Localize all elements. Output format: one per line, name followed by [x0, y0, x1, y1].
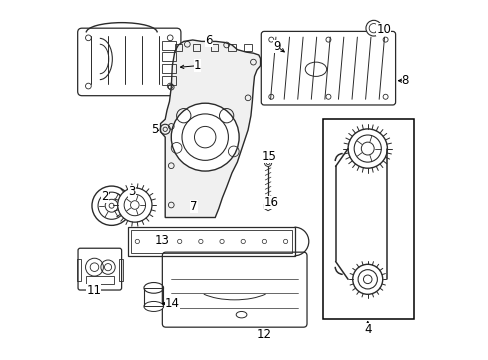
Text: 12: 12 — [256, 328, 271, 341]
Text: 5: 5 — [150, 123, 158, 136]
Bar — [244, 44, 251, 51]
Bar — [85, 276, 114, 284]
Text: 6: 6 — [204, 34, 212, 47]
Text: 9: 9 — [272, 40, 280, 53]
Bar — [228, 44, 235, 51]
Bar — [131, 230, 291, 253]
Bar — [162, 76, 176, 85]
Text: 14: 14 — [164, 297, 180, 310]
Text: 10: 10 — [376, 23, 390, 36]
Polygon shape — [160, 40, 260, 217]
Circle shape — [347, 129, 386, 168]
FancyBboxPatch shape — [78, 248, 122, 290]
Circle shape — [118, 188, 152, 222]
Bar — [77, 259, 81, 281]
Bar — [210, 44, 217, 51]
Bar — [175, 44, 182, 51]
Bar — [162, 53, 176, 62]
Bar — [323, 119, 413, 319]
Bar — [162, 41, 176, 50]
Circle shape — [352, 264, 382, 294]
FancyBboxPatch shape — [162, 252, 306, 327]
Bar — [119, 259, 123, 281]
Circle shape — [365, 20, 381, 36]
Text: 4: 4 — [363, 323, 371, 336]
Circle shape — [92, 186, 131, 225]
Text: 7: 7 — [190, 200, 197, 213]
Text: 2: 2 — [101, 190, 109, 203]
Bar — [162, 64, 176, 73]
Bar — [128, 227, 294, 256]
Circle shape — [264, 159, 271, 166]
Text: 11: 11 — [86, 284, 101, 297]
Text: 15: 15 — [261, 150, 276, 163]
Text: 3: 3 — [128, 185, 135, 198]
Circle shape — [171, 103, 239, 171]
Text: 13: 13 — [154, 234, 169, 247]
Text: 1: 1 — [193, 59, 201, 72]
Text: 16: 16 — [263, 195, 278, 209]
Text: 8: 8 — [401, 74, 408, 87]
FancyBboxPatch shape — [261, 31, 395, 105]
Bar — [192, 44, 200, 51]
Ellipse shape — [143, 301, 163, 311]
FancyBboxPatch shape — [78, 28, 181, 96]
